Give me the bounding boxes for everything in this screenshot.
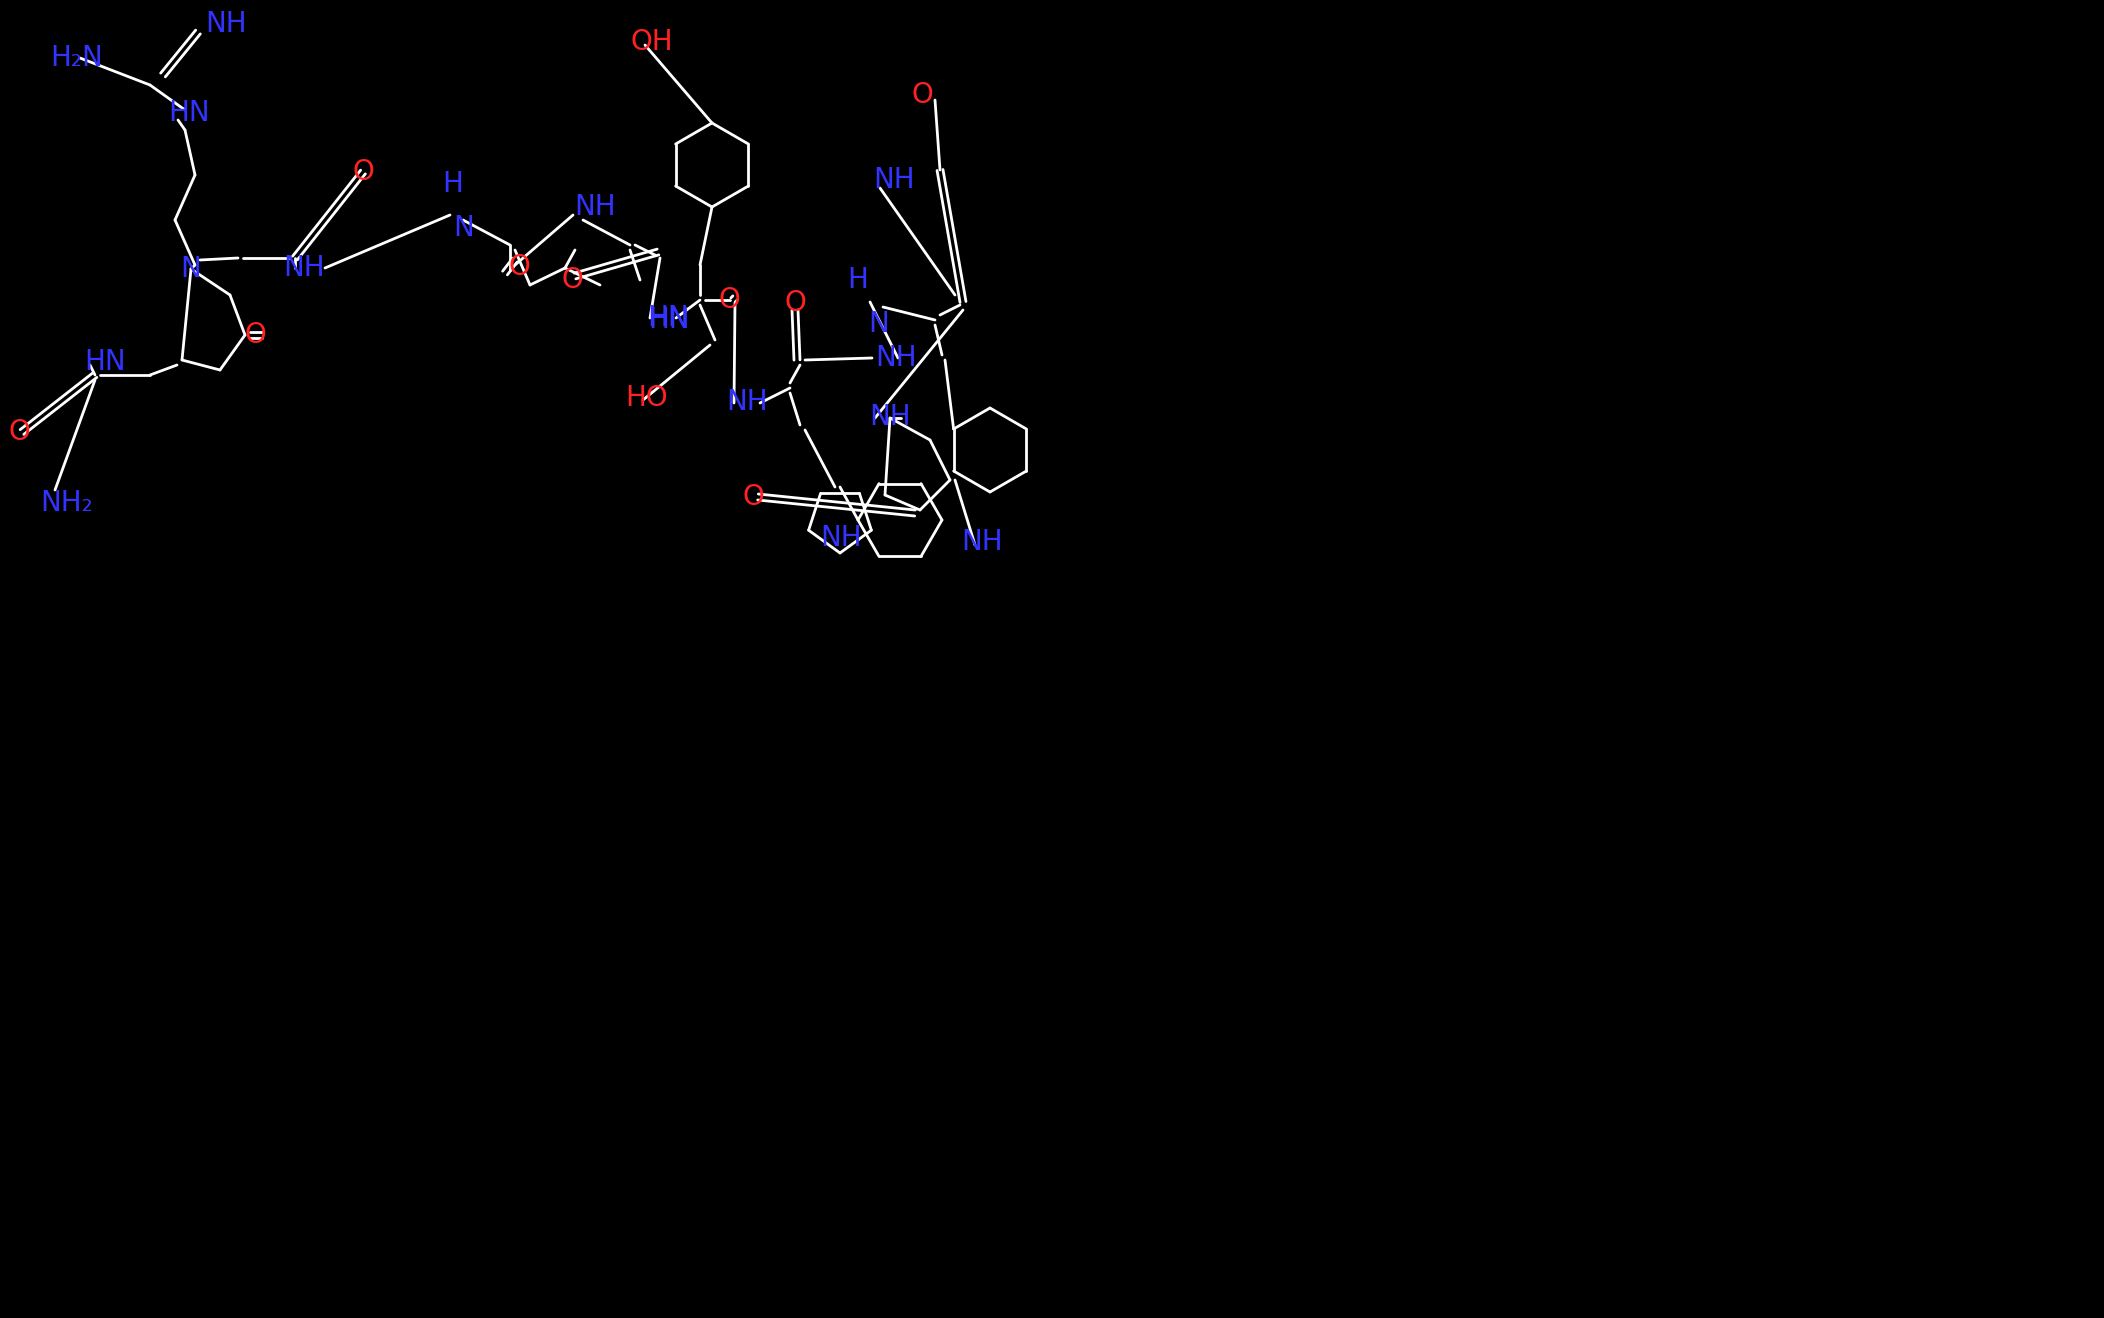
Text: O: O: [351, 158, 375, 186]
Text: NH: NH: [821, 525, 863, 552]
Text: O: O: [717, 286, 741, 314]
Text: H: H: [848, 266, 869, 294]
Text: H: H: [442, 170, 463, 198]
Text: HN: HN: [168, 99, 210, 127]
Text: N: N: [181, 254, 202, 283]
Text: HO: HO: [625, 384, 667, 413]
Text: NH: NH: [284, 254, 324, 282]
Text: NH: NH: [875, 344, 917, 372]
Text: O: O: [509, 253, 530, 281]
Text: O: O: [785, 289, 806, 318]
Text: HN: HN: [648, 306, 690, 333]
Text: O: O: [911, 80, 932, 109]
Text: NH: NH: [869, 403, 911, 431]
Text: N: N: [869, 310, 888, 337]
Text: HN: HN: [648, 304, 688, 332]
Text: OH: OH: [631, 28, 673, 55]
Text: NH: NH: [873, 166, 915, 194]
Text: O: O: [743, 482, 764, 511]
Text: NH: NH: [204, 11, 246, 38]
Text: NH₂: NH₂: [40, 489, 93, 517]
Text: NH: NH: [962, 529, 1004, 556]
Text: O: O: [244, 322, 265, 349]
Text: HN: HN: [84, 348, 126, 376]
Text: N: N: [452, 214, 473, 243]
Text: H₂N: H₂N: [50, 43, 103, 72]
Text: NH: NH: [574, 192, 616, 221]
Text: O: O: [562, 266, 583, 294]
Text: O: O: [8, 418, 29, 445]
Text: NH: NH: [726, 387, 768, 416]
